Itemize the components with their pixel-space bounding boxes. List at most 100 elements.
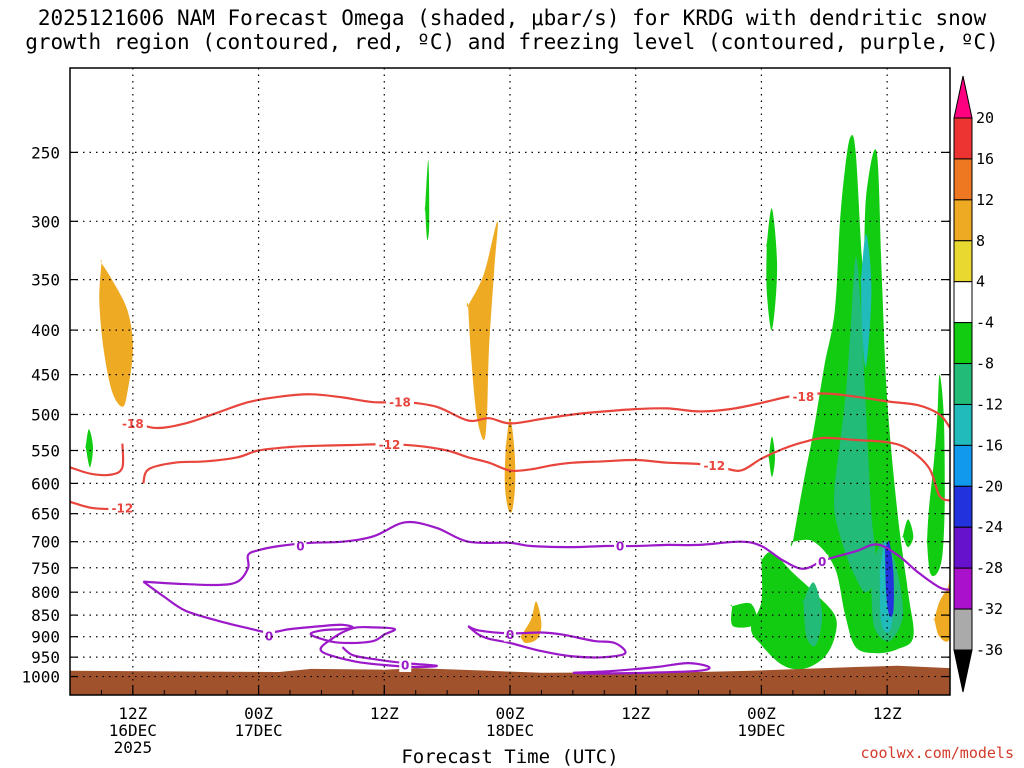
xtick-label-18-1: 17DEC: [234, 721, 282, 740]
colorbar-box-9: [953, 485, 973, 528]
colorbar-box-6: [953, 363, 973, 405]
contour-label-4: -12: [703, 459, 725, 473]
xtick-label-6-0: 12Z: [118, 704, 147, 723]
omega-region-18: [860, 233, 872, 368]
colorbar-label-6: -8: [976, 355, 994, 373]
ytick-label-1000: 1000: [21, 668, 60, 687]
omega-region-15: [802, 582, 823, 647]
contour-label-bg-6: [263, 628, 276, 643]
colorbar-box-11: [953, 567, 973, 610]
colorbar-box-3: [953, 240, 973, 283]
colorbar-label-3: 8: [976, 232, 985, 250]
ytick-label-400: 400: [31, 321, 60, 340]
xtick-label-66-1: 19DEC: [737, 721, 785, 740]
ytick-label-250: 250: [31, 143, 60, 162]
omega-region-5: [424, 159, 430, 241]
xtick-label-42-0: 00Z: [496, 704, 525, 723]
contour-label-11: 0: [401, 659, 409, 673]
ytick-label-500: 500: [31, 405, 60, 424]
contour-label-3: -12: [379, 438, 401, 452]
contour-label-bg-7: [294, 538, 307, 553]
contour-label-0: -18: [122, 417, 144, 431]
xtick-label-42-1: 18DEC: [486, 721, 534, 740]
ytick-label-600: 600: [31, 474, 60, 493]
omega-region-19: [884, 540, 894, 617]
xtick-label-54-0: 12Z: [621, 704, 650, 723]
contour-dendritic_12_left_upper: [70, 443, 125, 477]
ytick-label-900: 900: [31, 628, 60, 647]
contour-label-bg-8: [614, 538, 626, 553]
omega-region-0: [99, 259, 133, 407]
xtick-label-6-1: 16DEC: [109, 721, 157, 740]
contour-label-9: 0: [818, 555, 826, 569]
ytick-label-450: 450: [31, 366, 60, 385]
colorbar-label-4: 4: [976, 273, 985, 291]
contour-label-8: 0: [616, 539, 624, 553]
contour-label-bg-0: [118, 416, 147, 431]
contour-label-bg-3: [375, 437, 404, 452]
colorbar-box-1: [953, 158, 973, 201]
chart-title: 2025121606 NAM Forecast Omega (shaded, μ…: [25, 6, 999, 54]
contour-label-7: 0: [296, 539, 304, 553]
omega-region-13: [926, 374, 945, 577]
credit-text: coolwx.com/models: [860, 744, 1014, 762]
contour-freezing_0_low2: [467, 625, 627, 659]
colorbar-bottom-arrow: [953, 649, 973, 693]
ytick-label-550: 550: [31, 442, 60, 461]
colorbar-box-10: [953, 526, 973, 569]
colorbar-label-5: -4: [976, 314, 994, 332]
colorbar-label-11: -28: [976, 559, 1003, 577]
colorbar-label-1: 16: [976, 150, 994, 168]
ytick-label-950: 950: [31, 648, 60, 667]
colorbar-box-12: [953, 608, 973, 651]
colorbar-label-10: -24: [976, 518, 1003, 536]
omega-region-9: [730, 602, 758, 628]
colorbar-label-9: -20: [976, 477, 1003, 495]
contour-label-bg-11: [399, 658, 412, 673]
colorbar-box-8: [953, 444, 973, 487]
xtick-label-6-2: 2025: [114, 738, 153, 757]
ytick-label-750: 750: [31, 559, 60, 578]
colorbar-label-2: 12: [976, 191, 994, 209]
contour-label-bg-9: [816, 554, 829, 569]
contour-label-6: 0: [265, 629, 273, 643]
colorbar-label-12: -32: [976, 600, 1003, 618]
contour-label-bg-2: [789, 389, 818, 404]
contour-label-5: -12: [112, 501, 134, 515]
colorbar-label-13: -36: [976, 641, 1003, 659]
ytick-label-650: 650: [31, 505, 60, 524]
colorbar-box-0: [953, 117, 973, 160]
omega-region-6: [85, 429, 94, 468]
contour-freezing_0_low3: [572, 661, 711, 675]
colorbar-label-7: -12: [976, 395, 1003, 413]
ytick-label-300: 300: [31, 212, 60, 231]
xtick-label-66-0: 00Z: [747, 704, 776, 723]
contour-freezing_0: [143, 520, 950, 591]
contour-label-bg-1: [386, 395, 414, 410]
contour-label-2: -18: [792, 390, 814, 404]
x-axis-label: Forecast Time (UTC): [401, 746, 619, 768]
ytick-label-800: 800: [31, 583, 60, 602]
omega-region-8: [768, 436, 775, 477]
colorbar-box-5: [953, 322, 973, 365]
colorbar-label-0: 20: [976, 109, 994, 127]
omega-region-14: [834, 257, 877, 593]
xtick-label-30-0: 12Z: [370, 704, 399, 723]
contour-dendritic_18: [122, 392, 950, 430]
contour-label-10: 0: [506, 628, 514, 642]
ytick-label-700: 700: [31, 533, 60, 552]
ytick-label-350: 350: [31, 271, 60, 290]
colorbar-box-4: [953, 281, 973, 324]
xtick-label-78-0: 12Z: [873, 704, 902, 723]
omega-region-12: [902, 519, 914, 548]
colorbar-box-7: [953, 403, 973, 446]
omega-region-7: [766, 208, 778, 331]
colorbar-top-arrow: [953, 75, 973, 119]
contour-dendritic_12_main: [142, 436, 950, 502]
colorbar-label-8: -16: [976, 436, 1003, 454]
ytick-label-850: 850: [31, 606, 60, 625]
contour-label-1: -18: [389, 396, 411, 410]
xtick-label-18-0: 00Z: [244, 704, 273, 723]
omega-region-1: [466, 221, 498, 440]
